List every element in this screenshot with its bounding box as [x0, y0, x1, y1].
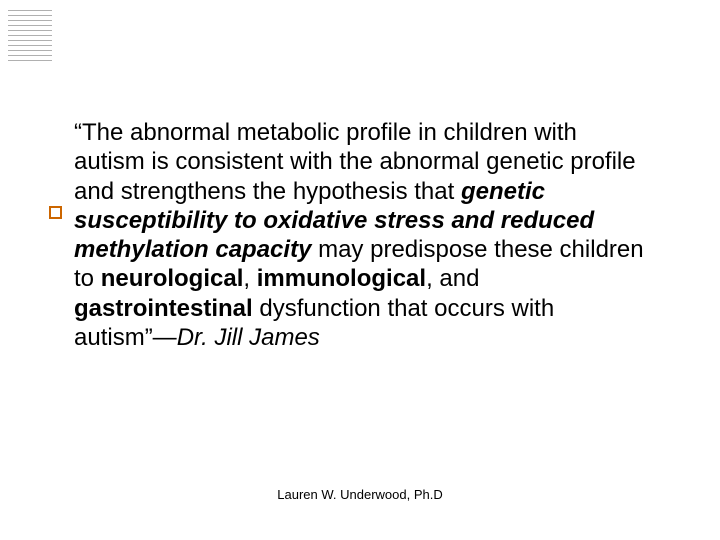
footer-author: Lauren W. Underwood, Ph.D	[0, 487, 720, 502]
rule-line	[8, 60, 52, 61]
rule-line	[8, 35, 52, 36]
bullet-square	[49, 206, 62, 219]
quote-bold-gastrointestinal: gastrointestinal	[74, 295, 253, 322]
quote-attribution: Dr. Jill James	[177, 324, 320, 351]
quote-bold-immunological: immunological	[257, 265, 426, 292]
quote-sep2: , and	[426, 265, 479, 292]
rule-line	[8, 40, 52, 41]
rule-line	[8, 25, 52, 26]
quote-block: “The abnormal metabolic profile in child…	[74, 118, 648, 352]
rule-line	[8, 50, 52, 51]
quote-sep1: ,	[243, 265, 256, 292]
rule-line	[8, 45, 52, 46]
left-rule-stack	[0, 0, 60, 540]
rule-line	[8, 15, 52, 16]
quote-part1: “The abnormal metabolic profile in child…	[74, 119, 636, 205]
rule-line	[8, 10, 52, 11]
rule-line	[8, 20, 52, 21]
quote-bold-neurological: neurological	[101, 265, 244, 292]
rule-line	[8, 30, 52, 31]
rule-line	[8, 55, 52, 56]
